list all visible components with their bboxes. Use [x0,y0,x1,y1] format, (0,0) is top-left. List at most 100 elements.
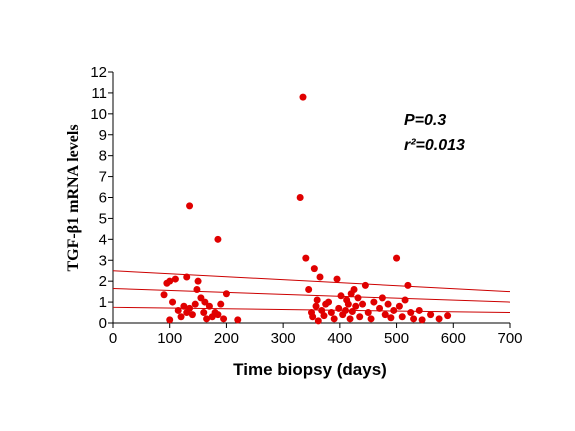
data-point [335,304,343,312]
data-point [393,254,401,262]
y-tick-label: 7 [99,169,107,186]
data-point [313,296,321,304]
x-tick-label: 100 [157,330,182,347]
data-point [205,302,213,310]
data-point [312,302,320,310]
data-point [180,302,188,310]
data-point [333,275,341,283]
data-point [337,292,345,300]
y-tick-label: 0 [99,315,107,332]
data-point [367,315,375,323]
data-point [387,314,395,322]
data-point [299,93,307,101]
y-tick-label: 11 [91,85,107,102]
regression-line-fit [112,287,511,303]
data-point [316,273,324,281]
data-point [410,315,418,323]
data-points [160,93,452,325]
data-point [342,306,350,314]
data-point [348,307,356,315]
y-tick-label: 5 [99,210,107,227]
data-point [378,294,386,302]
x-tick-label: 200 [214,330,239,347]
data-point [352,302,360,310]
x-ticks: 0 100 200 300 400 500 600 700 [109,323,523,347]
data-point [418,316,426,324]
data-point [359,300,367,308]
data-point [201,298,209,306]
x-tick-label: 600 [441,330,466,347]
x-tick-label: 400 [327,330,352,347]
data-point [314,317,322,325]
data-point [354,294,362,302]
data-point [214,311,222,319]
data-point [390,306,398,314]
y-tick-label: 6 [99,190,107,207]
x-tick-label: 0 [109,330,117,347]
x-tick-label: 700 [497,330,522,347]
y-tick-label: 2 [99,273,107,290]
data-point [376,304,384,312]
data-point [186,202,194,210]
data-point [171,275,179,283]
data-point [217,300,225,308]
data-point [407,309,415,317]
y-tick-label: 10 [90,106,107,123]
data-point [160,291,168,299]
data-point [177,313,185,321]
data-point [191,300,199,308]
y-tick-label: 4 [99,231,107,248]
data-point [169,298,177,306]
x-tick-label: 300 [271,330,296,347]
data-point [364,309,372,317]
data-point [384,300,392,308]
y-tick-label: 12 [90,64,107,81]
data-point [193,286,201,294]
data-point [183,273,191,281]
x-axis-title: Time biopsy (days) [233,360,387,379]
data-point [166,316,174,324]
data-point [174,306,182,314]
p-value-annotation: P=0.3 [404,112,446,129]
data-point [222,290,230,298]
regression-lines [112,270,511,314]
data-point [186,304,194,312]
r2-annotation: r²=0.013 [404,137,465,154]
data-point [318,306,326,314]
data-point [214,235,222,243]
data-point [296,194,304,201]
data-point [302,254,310,262]
data-point [325,298,333,306]
data-point [188,311,196,319]
data-point [200,309,208,317]
data-point [356,313,364,321]
data-point [361,281,369,289]
data-point [203,315,211,323]
data-point [346,315,354,323]
y-tick-label: 3 [99,252,107,269]
data-point [166,277,174,285]
data-point [309,313,317,321]
data-point [330,315,338,323]
x-tick-label: 500 [384,330,409,347]
regression-line-upper [112,270,511,293]
data-point [415,306,423,314]
data-point [401,296,409,304]
data-point [320,312,328,320]
data-point [381,311,389,319]
data-point [404,281,412,289]
data-point [344,300,352,308]
data-point [310,265,318,273]
data-point [398,313,406,321]
data-point [234,316,242,324]
y-tick-label: 1 [99,294,107,311]
data-point [194,277,202,285]
data-point [327,309,335,317]
data-point [427,311,435,319]
data-point [350,286,358,294]
y-tick-label: 9 [99,127,107,144]
data-point [395,302,403,310]
data-point [305,286,313,294]
